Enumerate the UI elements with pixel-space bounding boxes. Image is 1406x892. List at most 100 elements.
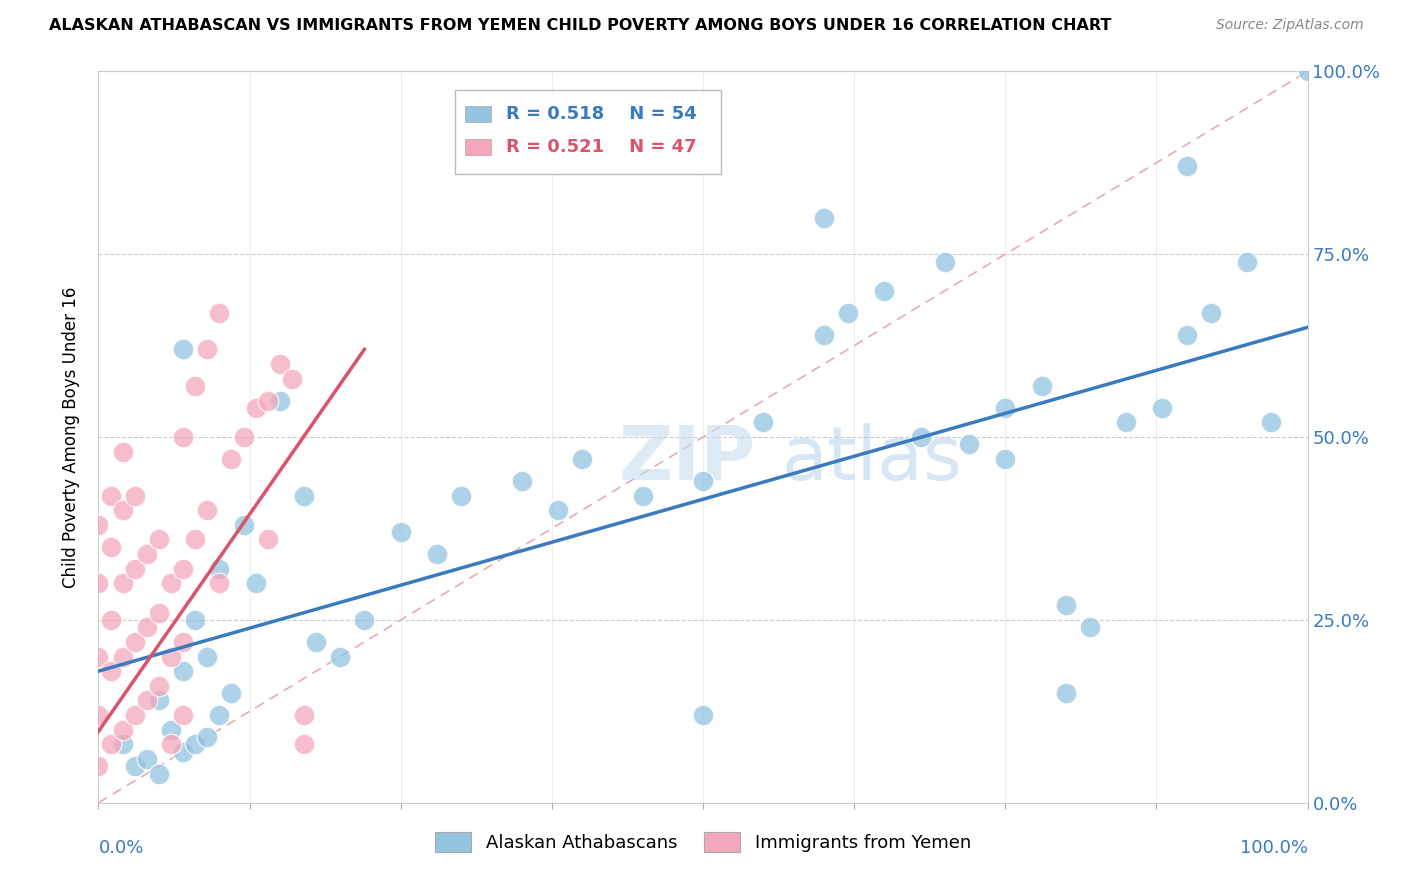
Point (281, 371, 304, 385)
Point (269, 357, 291, 371)
Point (221, 686, 243, 700)
Point (100, 489, 122, 503)
Text: R = 0.521    N = 47: R = 0.521 N = 47 (506, 137, 696, 156)
Text: atlas: atlas (782, 423, 963, 496)
Point (873, 284, 896, 298)
Point (1152, 401, 1174, 415)
Point (1054, 599, 1077, 613)
Point (292, 489, 315, 503)
Point (329, 649, 352, 664)
Point (100, 540, 122, 554)
Text: ZIP: ZIP (619, 423, 755, 496)
Point (1175, 160, 1198, 174)
Point (813, 211, 835, 225)
Point (353, 613, 375, 627)
Point (124, 635, 146, 649)
Text: 100.0%: 100.0% (1240, 839, 1308, 857)
Point (111, 576, 134, 591)
Point (172, 430, 194, 444)
Point (256, 533, 278, 547)
Point (692, 474, 714, 488)
Point (631, 489, 654, 503)
Point (87, 517, 110, 532)
Point (87, 759, 110, 773)
Point (1078, 620, 1101, 634)
Point (172, 664, 194, 678)
Point (245, 576, 267, 591)
Point (172, 562, 194, 576)
Legend: Alaskan Athabascans, Immigrants from Yemen: Alaskan Athabascans, Immigrants from Yem… (427, 824, 979, 860)
Point (752, 416, 775, 430)
Point (124, 562, 146, 576)
FancyBboxPatch shape (465, 138, 492, 154)
Point (148, 766, 170, 780)
Point (184, 379, 207, 393)
Point (111, 649, 134, 664)
Point (1260, 416, 1282, 430)
Point (124, 489, 146, 503)
Point (256, 393, 278, 408)
Point (148, 606, 170, 620)
Point (813, 327, 835, 342)
Point (184, 737, 207, 751)
Point (1236, 254, 1258, 268)
Text: ALASKAN ATHABASCAN VS IMMIGRANTS FROM YEMEN CHILD POVERTY AMONG BOYS UNDER 16 CO: ALASKAN ATHABASCAN VS IMMIGRANTS FROM YE… (49, 18, 1112, 33)
Point (135, 752, 157, 766)
Point (195, 649, 218, 664)
Point (994, 401, 1017, 415)
Point (172, 708, 194, 723)
Point (1199, 306, 1222, 320)
Point (547, 503, 569, 517)
Point (837, 306, 859, 320)
Point (100, 613, 122, 627)
Point (100, 737, 122, 751)
Point (195, 343, 218, 357)
Point (208, 562, 231, 576)
Point (208, 306, 231, 320)
Point (1175, 327, 1198, 342)
Point (111, 737, 134, 751)
Point (571, 452, 593, 467)
Point (232, 517, 254, 532)
FancyBboxPatch shape (465, 106, 492, 122)
Point (160, 576, 183, 591)
Point (100, 664, 122, 678)
Point (148, 693, 170, 707)
Point (124, 708, 146, 723)
Text: R = 0.518    N = 54: R = 0.518 N = 54 (506, 104, 696, 123)
Point (135, 693, 157, 707)
Point (87, 708, 110, 723)
Point (148, 533, 170, 547)
Point (221, 452, 243, 467)
Point (292, 737, 315, 751)
Point (994, 452, 1017, 467)
Point (1054, 686, 1077, 700)
Point (1031, 379, 1053, 393)
Point (111, 723, 134, 737)
Point (148, 679, 170, 693)
Point (195, 503, 218, 517)
Point (208, 576, 231, 591)
Point (172, 635, 194, 649)
Point (1296, 64, 1319, 78)
Point (934, 254, 956, 268)
Point (389, 525, 412, 540)
Text: Source: ZipAtlas.com: Source: ZipAtlas.com (1216, 18, 1364, 32)
Point (426, 547, 449, 561)
Point (160, 737, 183, 751)
Point (692, 708, 714, 723)
Point (305, 635, 328, 649)
Point (160, 649, 183, 664)
Point (195, 730, 218, 744)
Point (510, 474, 533, 488)
Point (269, 393, 291, 408)
Point (957, 437, 980, 451)
Point (208, 708, 231, 723)
FancyBboxPatch shape (456, 90, 721, 174)
Point (450, 489, 472, 503)
Point (184, 533, 207, 547)
Point (135, 547, 157, 561)
Point (184, 613, 207, 627)
Y-axis label: Child Poverty Among Boys Under 16: Child Poverty Among Boys Under 16 (62, 286, 80, 588)
Point (292, 708, 315, 723)
